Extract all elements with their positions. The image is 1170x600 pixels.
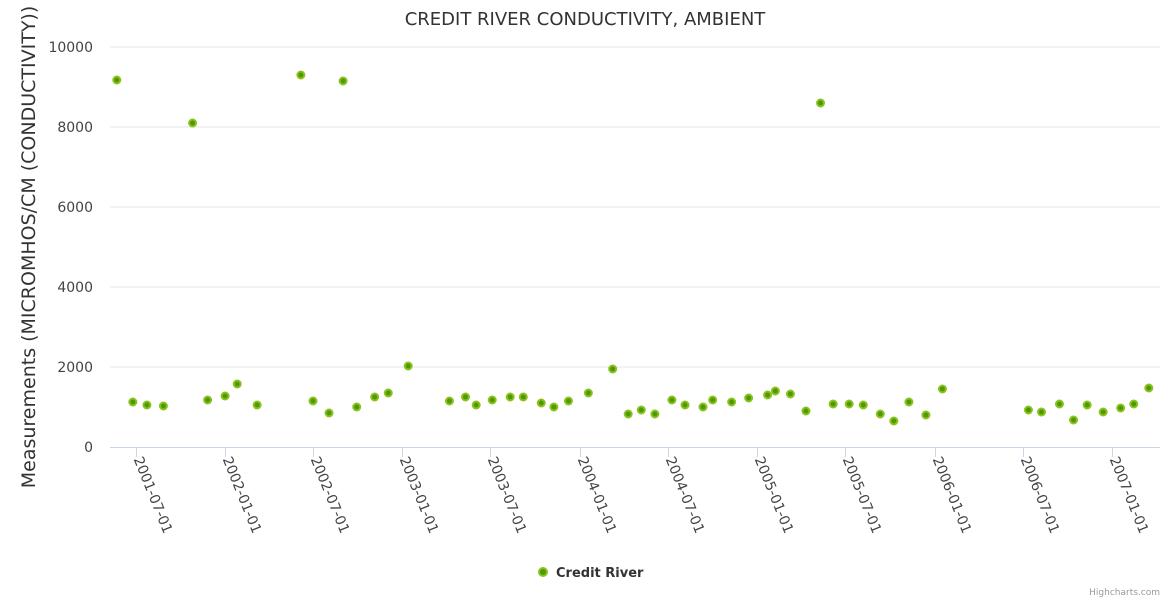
data-point[interactable] [403, 361, 413, 371]
data-point[interactable] [667, 395, 677, 405]
data-point[interactable] [324, 408, 334, 418]
x-tick-label: 2003-01-01 [396, 455, 441, 536]
y-tick-label: 2000 [57, 360, 93, 376]
data-point[interactable] [904, 397, 914, 407]
data-point[interactable] [650, 409, 660, 419]
y-axis-title: Measurements (MICROMHOS/CM (CONDUCTIVITY… [18, 6, 40, 489]
x-tick-label: 2005-01-01 [751, 455, 796, 536]
data-point[interactable] [727, 397, 737, 407]
data-point[interactable] [188, 118, 198, 128]
data-point[interactable] [158, 401, 168, 411]
data-point[interactable] [623, 409, 633, 419]
grid-lines [110, 46, 1160, 368]
x-tick-label: 2002-01-01 [219, 455, 264, 536]
data-point[interactable] [608, 364, 618, 374]
data-point[interactable] [744, 393, 754, 403]
data-point[interactable] [112, 75, 122, 85]
data-point[interactable] [142, 400, 152, 410]
data-point[interactable] [583, 388, 593, 398]
data-point[interactable] [708, 395, 718, 405]
data-point[interactable] [889, 416, 899, 426]
data-point[interactable] [636, 405, 646, 415]
data-point[interactable] [461, 392, 471, 402]
data-point[interactable] [252, 400, 262, 410]
data-point[interactable] [1098, 407, 1108, 417]
data-point[interactable] [816, 98, 826, 108]
data-point[interactable] [471, 400, 481, 410]
data-point[interactable] [203, 395, 213, 405]
data-point[interactable] [549, 402, 559, 412]
x-axis: 2001-07-01 2002-01-01 2002-07-01 2003-01-01… [110, 447, 1160, 536]
data-point[interactable] [785, 389, 795, 399]
data-point[interactable] [1036, 407, 1046, 417]
x-tick-label: 2005-07-01 [839, 455, 884, 536]
credits-link[interactable]: Highcharts.com [1089, 588, 1160, 598]
data-point[interactable] [128, 397, 138, 407]
data-point[interactable] [370, 392, 380, 402]
data-point[interactable] [1023, 405, 1033, 415]
y-tick-label: 8000 [57, 120, 93, 136]
data-point[interactable] [1082, 400, 1092, 410]
data-point[interactable] [1069, 415, 1079, 425]
data-point[interactable] [308, 396, 318, 406]
data-point[interactable] [921, 410, 931, 420]
data-point[interactable] [1116, 403, 1126, 413]
data-point[interactable] [505, 392, 515, 402]
y-tick-label: 10000 [48, 40, 93, 56]
x-tick-label: 2006-07-01 [1017, 455, 1062, 536]
y-tick-label: 4000 [57, 280, 93, 296]
data-point[interactable] [828, 399, 838, 409]
data-point[interactable] [680, 400, 690, 410]
legend-item-credit-river[interactable]: Credit River [538, 566, 644, 581]
data-point[interactable] [536, 398, 546, 408]
data-point[interactable] [352, 402, 362, 412]
data-point[interactable] [487, 395, 497, 405]
x-tick-label: 2003-07-01 [484, 455, 529, 536]
series-credit-river[interactable] [112, 70, 1154, 426]
data-point[interactable] [232, 379, 242, 389]
data-point[interactable] [518, 392, 528, 402]
data-point[interactable] [770, 386, 780, 396]
data-point[interactable] [858, 400, 868, 410]
data-point[interactable] [1129, 399, 1139, 409]
data-point[interactable] [383, 388, 393, 398]
legend-marker-icon [538, 567, 548, 577]
x-tick-label: 2004-01-01 [574, 455, 619, 536]
x-tick-label: 2006-01-01 [929, 455, 974, 536]
data-point[interactable] [296, 70, 306, 80]
data-point[interactable] [1144, 383, 1154, 393]
data-point[interactable] [801, 406, 811, 416]
data-point[interactable] [875, 409, 885, 419]
data-point[interactable] [844, 399, 854, 409]
chart-title: CREDIT RIVER CONDUCTIVITY, AMBIENT [405, 9, 767, 30]
data-point[interactable] [763, 390, 773, 400]
y-tick-label: 0 [84, 440, 93, 456]
x-tick-label: 2004-07-01 [662, 455, 707, 536]
data-point[interactable] [1054, 399, 1064, 409]
data-point[interactable] [338, 76, 348, 86]
x-tick-label: 2001-07-01 [130, 455, 175, 536]
legend-label: Credit River [556, 566, 644, 581]
x-tick-label: 2002-07-01 [307, 455, 352, 536]
data-point[interactable] [937, 384, 947, 394]
data-point[interactable] [444, 396, 454, 406]
x-tick-label: 2007-01-01 [1106, 455, 1151, 536]
y-tick-label: 6000 [57, 200, 93, 216]
data-point[interactable] [220, 391, 230, 401]
data-point[interactable] [698, 402, 708, 412]
data-point[interactable] [563, 396, 573, 406]
y-axis-ticks: 0 2000 4000 6000 8000 10000 [48, 40, 93, 456]
